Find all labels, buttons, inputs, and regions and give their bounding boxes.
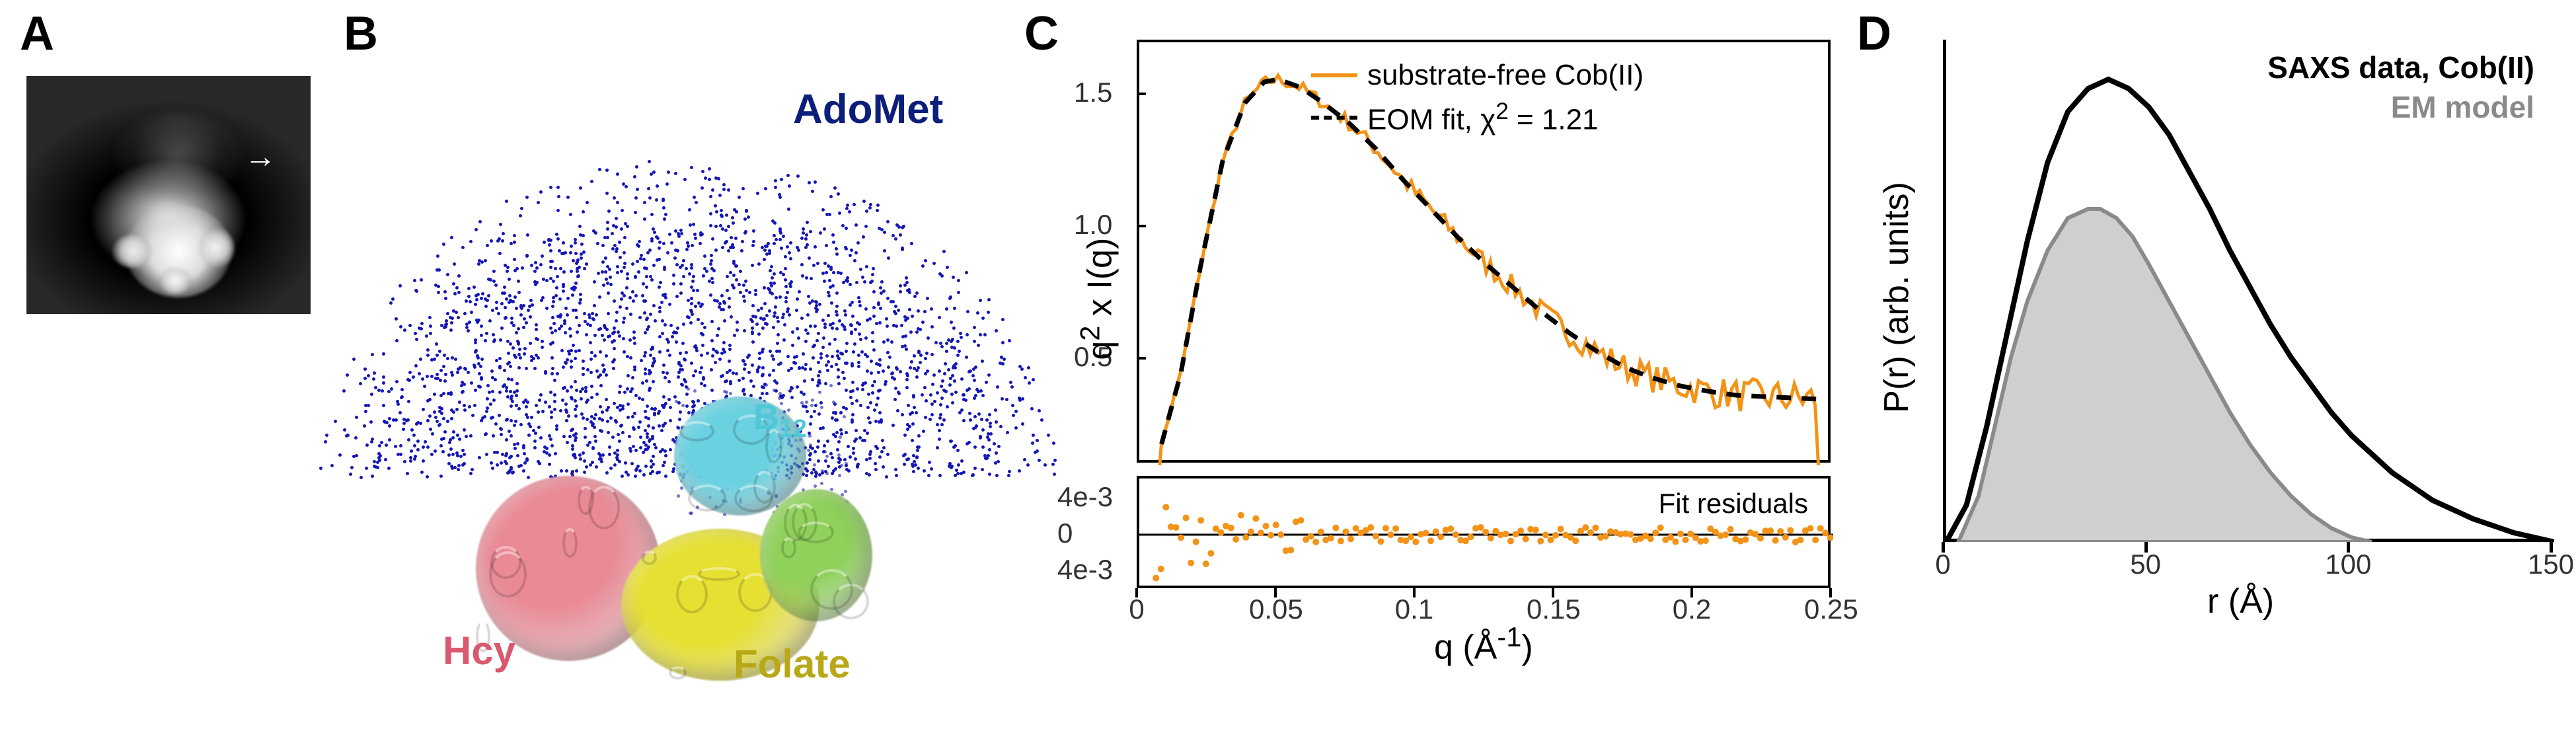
xtick: 0.25 [1804,594,1857,625]
kratky-xlabel: q (Å-1) [1434,621,1533,667]
legend-fit: EOM fit, χ2 = 1.21 [1311,98,1599,137]
xtick: 50 [2119,549,2172,580]
panel-c-label: C [1024,7,1059,61]
pr-ylabel: P(r) (arb. units) [1877,159,1916,436]
legend-data-text: substrate-free Cob(II) [1367,59,1644,92]
pr-plot: SAXS data, Cob(II) EM model [1943,40,2551,542]
em-haze [116,112,241,198]
kratky-main: substrate-free Cob(II) EOM fit, χ2 = 1.2… [1137,40,1831,463]
panel-b-label: B [344,7,378,61]
arrow-icon: ← [245,139,276,175]
legend-saxs: SAXS data, Cob(II) [2267,50,2534,85]
panel-d-label: D [1857,7,1891,61]
legend-swatch-data [1311,73,1357,77]
panel-b: B AdoMet B12 Hcy Folate [344,0,1024,729]
em-micrograph: ← [26,76,311,314]
kratky-chart: substrate-free Cob(II) EOM fit, χ2 = 1.2… [1137,40,1831,661]
legend-swatch-fit [1311,116,1357,120]
pr-xlabel: r (Å) [2207,582,2274,621]
panel-c: C substrate-free Cob(II) EOM fit, χ2 = 1… [1024,0,1857,729]
legend-data: substrate-free Cob(II) [1311,59,1644,92]
residual-ytick: 0 [1057,518,1073,549]
panel-a: A ← [0,0,344,729]
label-hcy: Hcy [443,628,515,673]
xtick: 100 [2322,549,2374,580]
panel-d: D SAXS data, Cob(II) EM model 050100150 … [1857,0,2576,729]
xtick: 150 [2524,549,2576,580]
scatter-area: AdoMet B12 Hcy Folate [383,66,991,674]
xtick: 0.1 [1388,594,1441,625]
label-folate: Folate [734,641,851,687]
residual-ytick: 4e-3 [1057,554,1113,586]
em-model-curve [1958,209,2372,542]
kratky-ylabel: q2 x I(q) [1074,162,1119,360]
em-sub-density [198,228,235,268]
pr-chart: SAXS data, Cob(II) EM model 050100150 P(… [1943,40,2551,601]
xtick: 0 [1916,549,1969,580]
xtick: 0.15 [1527,594,1579,625]
xtick: 0.05 [1249,594,1302,625]
xtick: 0 [1110,594,1163,625]
residual-label: Fit residuals [1659,488,1808,519]
legend-em: EM model [2391,89,2534,125]
panel-a-label: A [20,7,54,61]
em-sub-density [159,268,192,294]
em-sub-density [112,235,152,268]
legend-fit-text: EOM fit, χ2 = 1.21 [1367,98,1599,137]
label-adomet: AdoMet [793,86,943,133]
xtick: 0.2 [1665,594,1718,625]
residual-plot: Fit residuals [1137,476,1831,588]
residual-ytick: 4e-3 [1057,481,1113,513]
ytick: 1.5 [1074,77,1127,108]
label-b12: B12 [753,397,807,443]
